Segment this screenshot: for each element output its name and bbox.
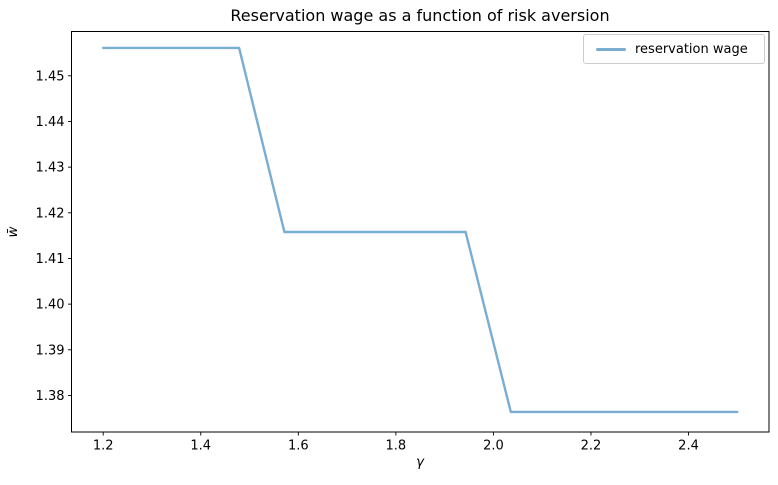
y-tick-label: 1.38: [36, 389, 65, 404]
chart-title: Reservation wage as a function of risk a…: [230, 6, 610, 25]
legend-label: reservation wage: [635, 41, 748, 57]
legend: reservation wage: [583, 34, 765, 64]
y-tick-label: 1.45: [36, 69, 65, 84]
x-axis-label: γ: [416, 454, 424, 470]
legend-line-sample: [596, 47, 626, 51]
y-tick-label: 1.41: [36, 252, 65, 267]
plot-spines: [71, 31, 770, 433]
y-tick-label: 1.44: [36, 115, 65, 130]
x-tick-label: 2.2: [581, 439, 602, 454]
y-tick-label: 1.39: [36, 343, 65, 358]
y-tick-label: 1.43: [36, 161, 65, 176]
y-tick-label: 1.42: [36, 206, 65, 221]
y-tick-label: 1.40: [36, 298, 65, 313]
series-line-reservation-wage: [101, 46, 739, 414]
x-tick-label: 1.6: [288, 439, 309, 454]
y-axis-label: w̄: [5, 226, 21, 238]
x-tick-label: 1.8: [386, 439, 407, 454]
x-tick-label: 2.0: [483, 439, 504, 454]
x-tick-label: 1.4: [190, 439, 211, 454]
x-tick-label: 2.4: [678, 439, 699, 454]
x-tick-label: 1.2: [93, 439, 114, 454]
